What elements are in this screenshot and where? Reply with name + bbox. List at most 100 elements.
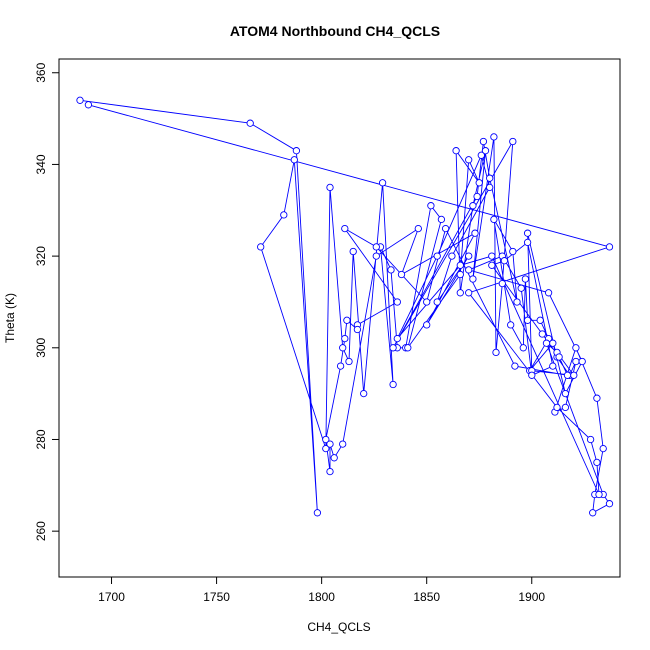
data-point xyxy=(492,348,500,357)
x-tick-label: 1750 xyxy=(203,590,230,604)
data-point xyxy=(599,444,607,453)
data-point xyxy=(549,362,557,370)
data-point xyxy=(513,298,521,306)
data-point xyxy=(437,215,446,224)
data-point xyxy=(372,243,380,251)
data-point xyxy=(528,371,536,379)
data-point xyxy=(387,266,395,274)
data-point xyxy=(605,500,614,508)
data-point xyxy=(589,509,597,517)
x-tick-label: 1900 xyxy=(518,590,545,604)
data-point xyxy=(84,101,93,109)
data-point xyxy=(572,357,580,366)
data-point xyxy=(456,289,464,297)
data-point xyxy=(341,224,349,233)
data-point xyxy=(500,257,509,265)
data-point xyxy=(593,394,601,402)
data-point xyxy=(498,279,506,288)
data-point xyxy=(313,509,322,517)
data-point xyxy=(433,298,441,306)
data-point xyxy=(456,261,464,269)
data-point xyxy=(326,467,334,476)
data-point xyxy=(507,321,515,329)
data-point xyxy=(538,330,546,338)
data-point xyxy=(322,435,330,444)
data-point xyxy=(570,371,578,379)
data-point xyxy=(326,183,334,192)
y-axis: 260 280 300 320 340 360 xyxy=(34,62,59,541)
data-point xyxy=(536,316,544,324)
data-point xyxy=(475,179,483,187)
data-point xyxy=(280,211,288,219)
data-point xyxy=(76,96,84,104)
data-point xyxy=(292,147,301,155)
data-point xyxy=(465,252,473,260)
data-point xyxy=(389,380,397,389)
data-point xyxy=(343,316,351,324)
chart-title: ATOM4 Northbound CH4_QCLS xyxy=(230,23,440,39)
data-point xyxy=(465,266,473,274)
data-point xyxy=(553,403,561,412)
x-axis: 1700 1750 1800 1850 1900 xyxy=(98,577,545,604)
data-point xyxy=(593,458,601,467)
data-point xyxy=(433,252,441,260)
data-point xyxy=(595,490,603,499)
data-point xyxy=(290,156,298,164)
data-point xyxy=(339,440,347,448)
data-point xyxy=(509,247,517,256)
data-point xyxy=(490,133,498,141)
data-point xyxy=(544,289,553,297)
data-point xyxy=(341,334,349,343)
y-tick-label: 260 xyxy=(34,521,48,541)
data-point xyxy=(456,270,464,279)
y-tick-label: 280 xyxy=(34,429,48,449)
data-point xyxy=(423,298,431,306)
x-axis-label: CH4_QCLS xyxy=(307,620,370,634)
x-tick-label: 1800 xyxy=(308,590,335,604)
data-point xyxy=(521,275,530,283)
x-tick-label: 1700 xyxy=(98,590,125,604)
data-point xyxy=(542,339,551,347)
data-point xyxy=(471,229,479,237)
y-axis-label: Theta (K) xyxy=(3,293,17,343)
data-point xyxy=(523,316,532,324)
data-point xyxy=(578,357,586,366)
data-point xyxy=(339,344,347,352)
data-point xyxy=(427,202,435,210)
data-point xyxy=(389,344,397,352)
data-point xyxy=(465,156,473,164)
data-point xyxy=(345,357,353,366)
data-point xyxy=(481,147,490,155)
data-point xyxy=(326,440,334,448)
data-point xyxy=(479,137,488,146)
data-point xyxy=(441,224,450,233)
data-point xyxy=(378,179,387,187)
data-point xyxy=(473,192,481,201)
series-points xyxy=(76,96,614,517)
data-point xyxy=(490,215,498,224)
data-point xyxy=(605,243,614,251)
data-point xyxy=(360,389,368,398)
data-point xyxy=(469,202,477,210)
data-point xyxy=(404,344,412,352)
data-point xyxy=(488,261,496,269)
data-point xyxy=(257,243,265,251)
data-point xyxy=(414,224,422,233)
data-point xyxy=(349,247,357,256)
data-point xyxy=(465,289,473,297)
data-point xyxy=(517,284,525,292)
data-point xyxy=(372,252,380,260)
data-point xyxy=(488,252,496,260)
data-point xyxy=(523,229,532,237)
data-point xyxy=(330,454,338,462)
y-tick-label: 360 xyxy=(34,62,48,82)
data-point xyxy=(549,339,557,347)
data-point xyxy=(448,252,456,260)
data-point xyxy=(486,174,494,182)
data-point xyxy=(322,444,330,453)
data-point xyxy=(561,389,570,398)
data-point xyxy=(469,275,477,283)
data-point xyxy=(509,137,517,146)
data-point xyxy=(393,334,401,343)
